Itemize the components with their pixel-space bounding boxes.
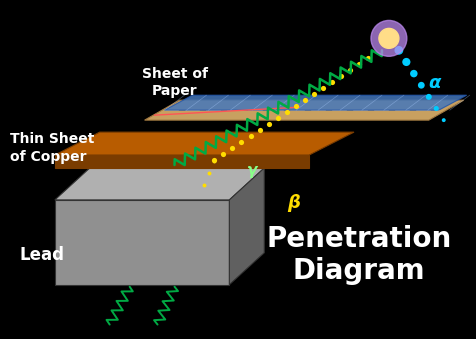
Point (363, 55, 371, 60)
Point (291, 103, 299, 108)
Point (402, 59, 409, 65)
Point (327, 79, 335, 84)
Polygon shape (144, 100, 463, 120)
Point (300, 97, 308, 103)
Polygon shape (164, 95, 466, 110)
Point (336, 73, 344, 79)
Point (354, 61, 362, 66)
Point (318, 85, 326, 91)
Point (273, 115, 281, 121)
Polygon shape (55, 132, 353, 155)
Polygon shape (55, 155, 308, 168)
Point (237, 139, 245, 145)
Text: β: β (287, 194, 299, 212)
Point (200, 182, 208, 188)
Text: Lead: Lead (20, 246, 65, 264)
Point (309, 91, 317, 97)
Circle shape (370, 20, 406, 56)
Text: α: α (428, 74, 440, 92)
Point (282, 109, 290, 115)
Point (246, 133, 254, 139)
Polygon shape (55, 168, 264, 200)
Point (209, 159, 217, 164)
Point (345, 67, 353, 73)
Circle shape (378, 28, 398, 48)
Point (264, 121, 272, 127)
Point (228, 145, 236, 151)
Polygon shape (55, 200, 229, 285)
Point (439, 117, 446, 123)
Polygon shape (229, 168, 264, 285)
Text: Thin Sheet
of Copper: Thin Sheet of Copper (10, 133, 94, 164)
Point (255, 127, 263, 133)
Point (394, 47, 402, 53)
Point (424, 94, 432, 100)
Text: Penetration
Diagram: Penetration Diagram (266, 224, 451, 285)
Point (219, 151, 227, 157)
Point (409, 71, 417, 76)
Point (432, 106, 439, 111)
Point (205, 171, 212, 176)
Text: Sheet of
Paper: Sheet of Paper (141, 66, 207, 98)
Point (210, 157, 218, 163)
Text: γ: γ (247, 163, 257, 178)
Point (416, 82, 424, 88)
